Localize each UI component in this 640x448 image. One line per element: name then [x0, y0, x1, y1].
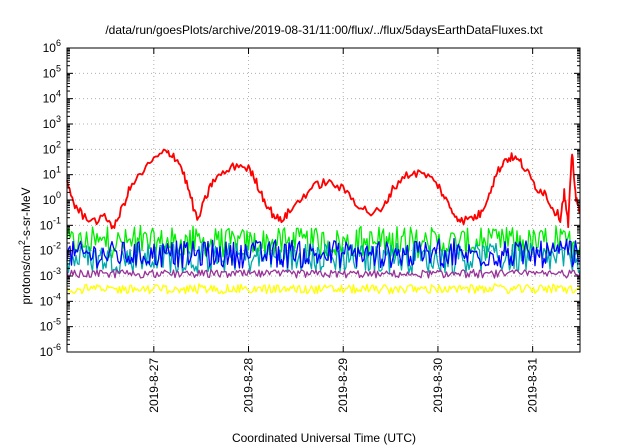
y-tick-labels: 10-610-510-410-310-210-11001011021031041…: [40, 38, 61, 359]
y-tick-label: 106: [43, 38, 61, 55]
y-tick-exp: 5: [56, 63, 61, 73]
y-tick-exp: 2: [56, 139, 61, 149]
y-tick-exp: -2: [53, 241, 61, 251]
y-tick-base: 10: [43, 92, 57, 106]
series-line: [66, 237, 581, 269]
y-tick-base: 10: [40, 294, 54, 308]
series-layer: [66, 148, 581, 295]
y-tick-exp: -1: [53, 215, 61, 225]
y-tick-exp: -6: [53, 342, 61, 352]
y-tick-base: 10: [40, 218, 54, 232]
y-tick-base: 10: [40, 244, 54, 258]
grid: [67, 48, 580, 352]
y-tick-base: 10: [43, 168, 57, 182]
y-tick-exp: 1: [56, 165, 61, 175]
y-tick-label: 100: [43, 190, 61, 207]
x-tick-labels: 2019-8-27 2019-8-28 2019-8-29 2019-8-30 2019…: [147, 358, 540, 413]
y-tick-label: 103: [43, 114, 61, 131]
y-tick-label: 10-3: [40, 266, 61, 283]
y-tick-base: 10: [43, 41, 57, 55]
y-tick-base: 10: [43, 142, 57, 156]
y-axis-label-base: protons/cm: [19, 245, 33, 304]
y-tick-exp: 6: [56, 38, 61, 48]
x-axis-label: Coordinated Universal Time (UTC): [232, 431, 416, 445]
y-tick-exp: -4: [53, 291, 61, 301]
y-tick-exp: -3: [53, 266, 61, 276]
series-line: [66, 268, 581, 279]
y-tick-base: 10: [40, 320, 54, 334]
y-axis-label-sup: 2: [17, 240, 27, 245]
x-tick-label: 2019-8-27: [147, 358, 161, 413]
y-axis-label: protons/cm2-s-sr-MeV: [17, 187, 33, 304]
y-tick-label: 10-5: [40, 317, 61, 334]
y-tick-base: 10: [43, 66, 57, 80]
chart-title: /data/run/goesPlots/archive/2019-08-31/1…: [105, 23, 543, 37]
y-tick-label: 105: [43, 63, 61, 80]
x-tick-label: 2019-8-30: [431, 358, 445, 413]
y-tick-label: 104: [43, 89, 61, 106]
x-tick-label: 2019-8-28: [242, 358, 256, 413]
series-line: [66, 225, 581, 259]
y-tick-exp: -5: [53, 317, 61, 327]
series-line: [66, 283, 581, 295]
y-tick-label: 10-4: [40, 291, 61, 308]
y-tick-exp: 0: [56, 190, 61, 200]
y-tick-label: 101: [43, 165, 61, 182]
y-tick-exp: 3: [56, 114, 61, 124]
y-tick-base: 10: [43, 117, 57, 131]
x-tick-label: 2019-8-31: [526, 358, 540, 413]
y-tick-label: 10-6: [40, 342, 61, 359]
y-tick-base: 10: [40, 345, 54, 359]
plot-frame: [66, 47, 581, 353]
y-tick-label: 102: [43, 139, 61, 156]
y-tick-base: 10: [40, 269, 54, 283]
y-tick-label: 10-1: [40, 215, 61, 232]
y-tick-base: 10: [43, 193, 57, 207]
y-tick-exp: 4: [56, 89, 61, 99]
y-tick-label: 10-2: [40, 241, 61, 258]
x-tick-label: 2019-8-29: [336, 358, 350, 413]
y-axis-label-rest: -s-sr-MeV: [19, 187, 33, 240]
series-line: [66, 148, 581, 230]
series-line: [66, 242, 581, 274]
